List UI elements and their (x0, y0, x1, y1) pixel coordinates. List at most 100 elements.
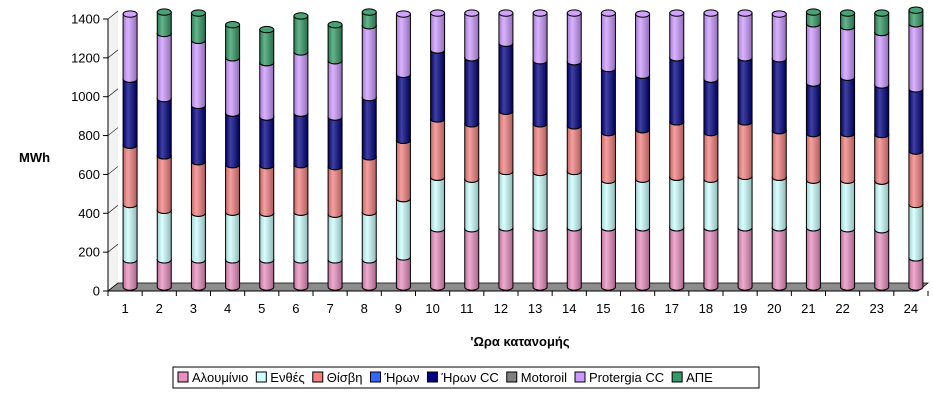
legend-swatch (370, 371, 382, 383)
bar-stack (464, 9, 480, 291)
bar-segment (771, 176, 787, 232)
bar-segment (361, 211, 377, 264)
bar-stack (566, 9, 582, 291)
legend-swatch (671, 371, 683, 383)
bar-segment (156, 32, 172, 103)
bar-segment (395, 198, 411, 261)
bar-segment (703, 12, 719, 83)
bar-segment (737, 175, 753, 232)
legend-swatch (312, 371, 324, 383)
bar-segment (259, 62, 275, 121)
bar-segment (498, 42, 514, 115)
bar-segment (156, 209, 172, 264)
bar-segment (840, 26, 856, 81)
bar-segment (600, 12, 616, 73)
bar-segment-top (498, 9, 514, 17)
bar-segment-top (464, 9, 480, 17)
legend: Αλουμίνιο Ενθές Θίσβη Ήρων Ήρων CC Motoroil Pr… (172, 366, 760, 389)
bar-segment (566, 12, 582, 66)
bar-segment (293, 211, 309, 264)
bar-stack (430, 9, 446, 291)
bar-segment (840, 76, 856, 138)
bar-segment (361, 11, 377, 30)
bar-segment (156, 98, 172, 160)
bar-segment (225, 112, 241, 169)
bar-segment (566, 61, 582, 130)
legend-item: ΑΠΕ (671, 370, 713, 385)
bar-segment-top (327, 21, 343, 29)
bar-segment (805, 23, 821, 87)
y-tick-label: 600 (78, 167, 100, 182)
bar-segment (190, 39, 206, 110)
bar-segment (532, 123, 548, 177)
legend-item: Ήρων CC (426, 370, 499, 385)
bar-segment (464, 57, 480, 128)
y-tick-depth (107, 10, 119, 20)
y-tick-depth (107, 49, 119, 59)
legend-swatch (255, 371, 267, 383)
bar-segment (395, 256, 411, 291)
y-tick-depth (107, 205, 119, 214)
x-tick-label: 1 (121, 301, 128, 316)
legend-item: Αλουμίνιο (177, 370, 248, 385)
bar-segment (395, 73, 411, 145)
bar-segment (532, 60, 548, 128)
legend-item: Ενθές (255, 370, 305, 385)
bar-segment-top (190, 9, 206, 17)
bar-segment (908, 9, 924, 28)
bar-segment (225, 211, 241, 264)
bar-segment (874, 12, 890, 37)
bar-stack (703, 9, 719, 291)
bar-segment (122, 259, 138, 291)
bar-segment (190, 161, 206, 217)
bar-stack (737, 9, 753, 291)
bar-segment (190, 212, 206, 264)
y-tick-label: 1000 (71, 89, 100, 104)
bar-stack (259, 25, 275, 291)
bar-segment (498, 227, 514, 291)
bar-stack (190, 9, 206, 291)
plot-side-wall (108, 11, 118, 291)
legend-item: Protergia CC (574, 370, 664, 385)
bar-segment-top (566, 9, 582, 17)
bar-segment (771, 58, 787, 135)
bar-segment (430, 12, 446, 54)
bar-segment (225, 24, 241, 62)
bar-segment (190, 12, 206, 44)
bar-segment (771, 227, 787, 291)
bar-segment (908, 203, 924, 262)
bar-segment (430, 118, 446, 181)
bar-segment-top (805, 8, 821, 16)
bar-segment (908, 257, 924, 291)
bar-segment (669, 227, 685, 291)
bar-segment (464, 12, 480, 62)
bar-segment (737, 12, 753, 62)
bar-segment (908, 23, 924, 93)
bar-stack (669, 9, 685, 291)
bar-segment-top (669, 9, 685, 17)
bar-segment (874, 133, 890, 185)
bar-segment (669, 121, 685, 181)
bar-segment (190, 104, 206, 166)
x-tick-label: 24 (904, 301, 918, 316)
bar-stack (840, 9, 856, 291)
x-tick-label: 19 (733, 301, 747, 316)
legend-label: Ήρων (384, 370, 420, 385)
bar-segment (703, 227, 719, 291)
bar-segment-top (600, 9, 616, 17)
y-tick-label: 400 (78, 206, 100, 221)
bar-stack (771, 10, 787, 291)
x-tick-label: 13 (528, 301, 542, 316)
bar-stack (600, 9, 616, 291)
bar-segment-top (703, 9, 719, 17)
legend-item: Motoroil (506, 370, 567, 385)
bar-segment-top (156, 8, 172, 16)
legend-item: Θίσβη (312, 370, 363, 385)
x-tick-label: 12 (494, 301, 508, 316)
bar-segment (327, 259, 343, 291)
bar-segment (805, 11, 821, 28)
bar-segment (840, 228, 856, 291)
bar-segment (156, 11, 172, 38)
